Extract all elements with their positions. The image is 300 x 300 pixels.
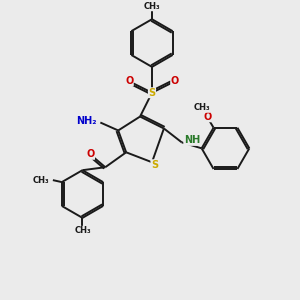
Text: CH₃: CH₃ <box>74 226 91 235</box>
Text: CH₃: CH₃ <box>144 2 160 11</box>
Text: CH₃: CH₃ <box>193 103 210 112</box>
Text: O: O <box>125 76 133 86</box>
Text: O: O <box>203 112 212 122</box>
Text: O: O <box>86 149 94 159</box>
Text: O: O <box>171 76 179 86</box>
Text: CH₃: CH₃ <box>32 176 49 184</box>
Text: NH₂: NH₂ <box>76 116 96 125</box>
Text: S: S <box>151 160 158 170</box>
Text: S: S <box>148 88 155 98</box>
Text: NH: NH <box>184 135 200 146</box>
